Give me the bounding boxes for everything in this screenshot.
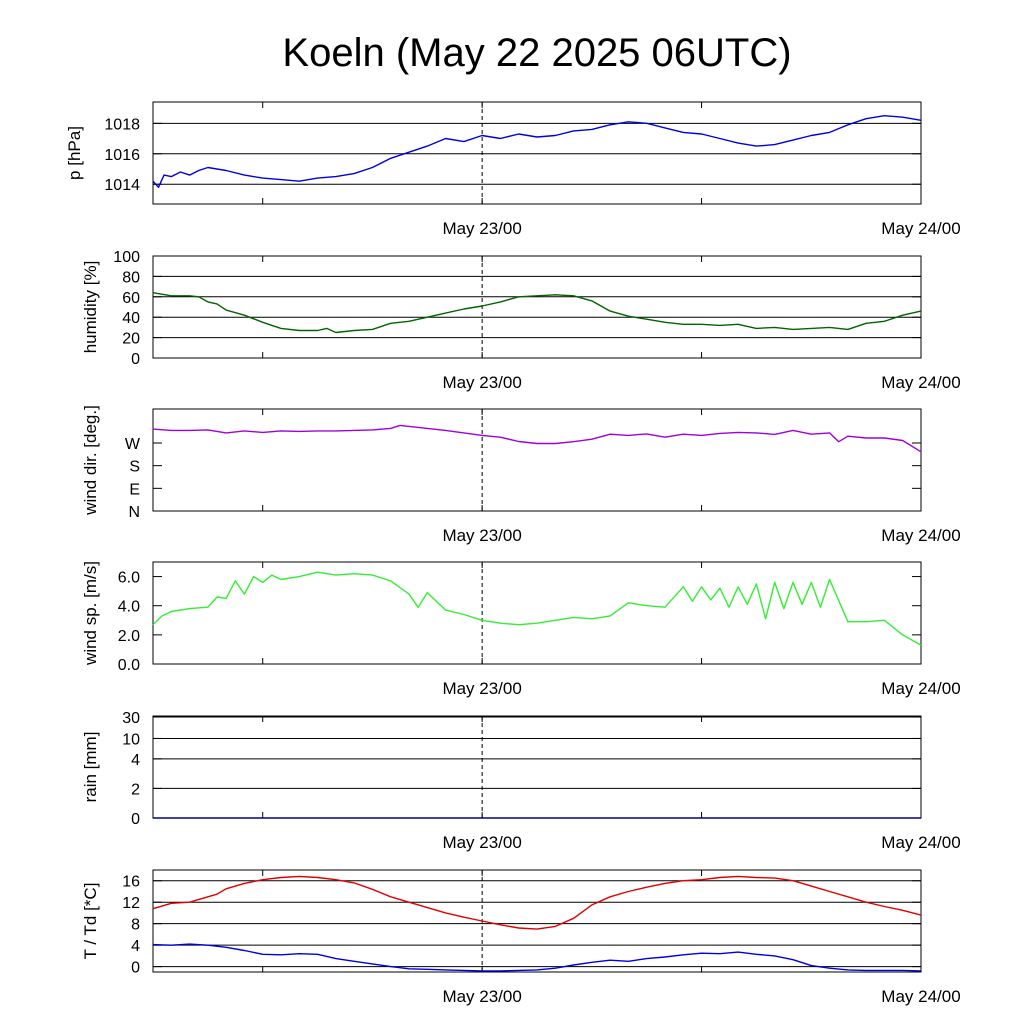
x-tick-label: May 24/00	[881, 373, 960, 392]
y-tick-label: 0	[131, 811, 140, 828]
series-line-wind-direction-0	[152, 424, 922, 453]
y-axis-label: humidity [%]	[81, 261, 100, 354]
series-line-temperature-1	[152, 943, 922, 972]
x-tick-label: May 24/00	[881, 833, 960, 852]
y-tick-label: 1014	[104, 177, 140, 194]
y-tick-label: 16	[122, 874, 140, 891]
y-tick-label: 60	[122, 290, 140, 307]
series-line-temperature-0	[152, 875, 922, 930]
y-tick-label: 80	[122, 269, 140, 286]
y-axis-label: wind dir. [deg.]	[81, 405, 100, 516]
y-tick-label: N	[128, 504, 140, 521]
y-tick-label: 6.0	[118, 570, 140, 587]
panel-temperature: 0 4 8 12 16 T / Td [*C] May 23/00 May 24/00	[81, 869, 961, 1006]
y-axis-label: p [hPa]	[65, 126, 84, 180]
y-tick-label: 10	[122, 731, 140, 748]
series-line-pressure-0	[152, 115, 922, 188]
x-tick-label: May 23/00	[442, 526, 521, 545]
y-tick-label: 0	[131, 960, 140, 977]
plot-frame	[152, 561, 922, 665]
panel-pressure: 1014 1016 1018 p [hPa] May 23/00 May 24/00	[65, 101, 961, 238]
y-tick-label: E	[129, 481, 140, 498]
y-tick-label: W	[125, 436, 141, 453]
panel-humidity: 0 20 40 60 80 100 humidity [%] May 23/00 May 24/…	[81, 249, 961, 392]
y-tick-label: 1018	[104, 116, 140, 133]
y-axis-label: T / Td [*C]	[81, 883, 100, 960]
x-tick-label: May 24/00	[881, 219, 960, 238]
x-tick-label: May 23/00	[442, 987, 521, 1006]
y-tick-label: 20	[122, 331, 140, 348]
y-tick-label: 30	[122, 710, 140, 727]
y-tick-label: 0	[131, 351, 140, 368]
y-tick-label: S	[129, 459, 140, 476]
y-tick-label: 4.0	[118, 599, 140, 616]
x-tick-label: May 24/00	[881, 679, 960, 698]
x-tick-label: May 24/00	[881, 987, 960, 1006]
y-tick-label: 2	[131, 781, 140, 798]
chart-title: Koeln (May 22 2025 06UTC)	[282, 31, 791, 75]
plot-frame	[152, 869, 922, 973]
y-axis-label: wind sp. [m/s]	[81, 561, 100, 666]
series-line-wind-speed-0	[152, 571, 922, 646]
x-tick-label: May 23/00	[442, 219, 521, 238]
y-tick-label: 2.0	[118, 628, 140, 645]
y-tick-label: 12	[122, 895, 140, 912]
y-tick-label: 1016	[104, 147, 140, 164]
plot-frame	[152, 408, 922, 512]
y-tick-label: 40	[122, 310, 140, 327]
y-axis-label: rain [mm]	[81, 732, 100, 803]
series-line-humidity-0	[152, 292, 922, 334]
x-tick-label: May 23/00	[442, 833, 521, 852]
x-tick-label: May 24/00	[881, 526, 960, 545]
x-tick-label: May 23/00	[442, 373, 521, 392]
y-tick-label: 8	[131, 917, 140, 934]
y-tick-label: 4	[131, 752, 140, 769]
y-tick-label: 0.0	[118, 657, 140, 674]
plot-frame	[152, 101, 922, 205]
x-tick-label: May 23/00	[442, 679, 521, 698]
panel-wind-speed: 0.0 2.0 4.0 6.0 wind sp. [m/s] May 23/00 May 2…	[81, 561, 961, 698]
plot-frame	[152, 715, 922, 819]
panel-rain: 0 2 4 10 30 rain [mm] May 23/00 May 24/00	[81, 710, 961, 852]
y-tick-label: 100	[113, 249, 140, 266]
y-tick-label: 4	[131, 938, 140, 955]
plot-frame	[152, 255, 922, 359]
